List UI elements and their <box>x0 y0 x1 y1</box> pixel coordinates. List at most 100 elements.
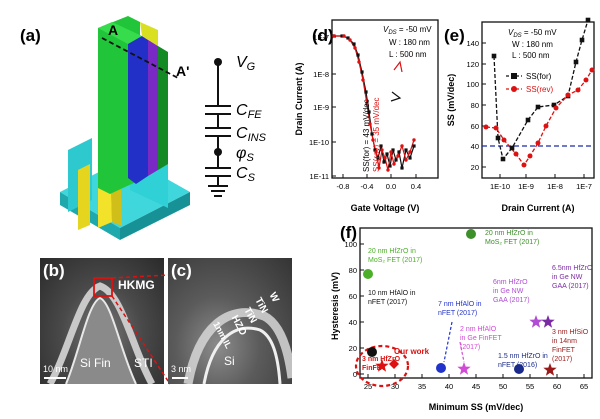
gate-purple <box>142 36 158 176</box>
f-ytick-label: 100 <box>344 240 357 249</box>
d-point-reverse <box>353 46 357 50</box>
f-xtick-label: 65 <box>580 382 588 391</box>
e-w-annotation: W : 180 nm <box>512 40 553 49</box>
d-point-forward <box>370 132 374 136</box>
f-ytick-label: 20 <box>349 344 357 353</box>
panel-f-chart: (f) 0 20 40 60 80 100 25 30 35 40 45 50 55 60 65 20 n… <box>330 223 593 412</box>
plot-frame-e <box>481 21 595 179</box>
e-point-forward <box>585 17 591 23</box>
d-point-reverse <box>361 78 365 82</box>
e-xtick-label: 1E-8 <box>547 182 563 191</box>
d-xtick-label: 0.0 <box>386 182 396 191</box>
d-point-reverse <box>365 102 369 106</box>
d-point-forward <box>388 164 392 168</box>
f-leader-7nm <box>443 321 453 363</box>
d-point-forward <box>404 148 408 152</box>
f-annotations: 20 nm HfZrO in MoS₂ FET (2017) 20 nm HfZr… <box>362 230 593 372</box>
f-ytick-label: 40 <box>349 318 357 327</box>
d-point-forward <box>346 36 350 40</box>
d-point-forward <box>382 160 386 164</box>
panel-b-tem-image: (b) HKMG Si Fin STI 10 nm <box>40 258 164 384</box>
e-vds-annotation: VDS = -50 mV <box>508 28 557 39</box>
d-point-reverse <box>371 138 375 142</box>
e-point-reverse <box>521 162 527 168</box>
our-work-highlight <box>354 344 410 388</box>
e-ytick-label: 120 <box>466 60 479 69</box>
d-ylabel: Drain Current (A) <box>294 62 304 135</box>
e-point-reverse <box>535 140 541 146</box>
d-l-annotation: L : 500 nm <box>389 50 427 59</box>
f-ann-10nm-hfalo: 10 nm HfAlO in nFET (2017) <box>368 290 416 306</box>
cut-label-a-prime: A' <box>176 63 189 79</box>
d-point-forward <box>356 53 360 57</box>
d-ss-rev: SS(rev) = 35 mV/dec <box>372 98 381 172</box>
cutline-aa <box>101 37 179 79</box>
f-point-our-work-2 <box>389 359 399 369</box>
d-point-forward <box>340 34 344 38</box>
d-point-forward <box>391 148 395 152</box>
d-point-reverse <box>374 150 378 154</box>
d-xtick-label: -0.4 <box>361 182 374 191</box>
d-xlabel: Gate Voltage (V) <box>351 203 420 213</box>
zoom-box <box>93 277 113 297</box>
e-ytick-label: 100 <box>466 80 479 89</box>
phi-node <box>214 148 222 156</box>
panel-c-label: (c) <box>171 261 192 280</box>
f-ann-3nm-hfsio: 3 nm HfSiO in 14nm FinFET (2017) <box>552 329 589 363</box>
e-ytick-label: 140 <box>466 39 479 48</box>
f-ytick-label: 0 <box>353 370 357 379</box>
e-ytick-label: 40 <box>471 142 479 151</box>
d-point-forward <box>397 150 401 154</box>
d-point-reverse <box>408 150 412 154</box>
e-xtick-label: 1E-9 <box>518 182 534 191</box>
e-point-reverse <box>565 92 571 98</box>
f-xtick-label: 45 <box>472 382 480 391</box>
d-point-forward <box>379 144 383 148</box>
f-point-mos2-high <box>466 229 476 239</box>
f-leader-2nm <box>459 341 465 363</box>
f-point-10nm-hfalo <box>367 347 377 357</box>
d-point-reverse <box>389 150 393 154</box>
e-point-forward <box>495 135 501 141</box>
gate-green-top <box>98 22 142 44</box>
phi-label: φS <box>236 145 254 164</box>
d-ytick-label: 1E-7 <box>313 33 329 42</box>
e-ylabel: SS (mV/dec) <box>446 74 456 127</box>
gate-blue <box>128 36 148 184</box>
e-point-forward <box>500 156 506 162</box>
f-ann-mos2-low: 20 nm HfZrO in MoS₂ FET (2017) <box>368 248 422 264</box>
d-point-reverse <box>412 138 416 142</box>
sti-label: STI <box>134 356 153 370</box>
panel-b-label: (b) <box>43 261 65 280</box>
e-point-reverse <box>513 151 519 157</box>
cs-label: CS <box>236 165 256 184</box>
d-point-reverse <box>392 162 396 166</box>
f-xtick-label: 40 <box>445 382 453 391</box>
il-arc <box>202 326 282 384</box>
d-point-reverse <box>400 144 404 148</box>
e-legend-for: SS(for) <box>526 72 552 81</box>
f-ytick-label: 60 <box>349 292 357 301</box>
f-xlabel: Minimum SS (mV/dec) <box>429 402 524 412</box>
f-ann-6-5nm-hfzro: 6.5nm HfZrO in Ge NW GAA (2017) <box>552 265 593 290</box>
e-point-forward <box>573 59 579 65</box>
d-point-forward <box>376 156 380 160</box>
d-point-reverse <box>396 154 400 158</box>
panel-d-label: (d) <box>312 26 334 45</box>
f-xtick-label: 55 <box>526 382 534 391</box>
e-legend-rev: SS(rev) <box>526 85 553 94</box>
d-point-reverse <box>386 168 390 172</box>
e-point-forward <box>535 104 541 110</box>
e-point-reverse <box>583 77 589 83</box>
d-xtick-label: 0.4 <box>411 182 421 191</box>
e-point-reverse <box>527 153 533 159</box>
scale-label-c: 3 nm <box>171 364 192 374</box>
e-xlabel: Drain Current (A) <box>501 203 574 213</box>
e-ytick-label: 80 <box>471 101 479 110</box>
f-xtick-label: 60 <box>553 382 561 391</box>
cfe-label: CFE <box>236 102 262 121</box>
e-point-forward <box>579 37 585 43</box>
e-legend: SS(for) SS(rev) <box>506 72 553 94</box>
d-arrow-reverse <box>393 60 403 73</box>
